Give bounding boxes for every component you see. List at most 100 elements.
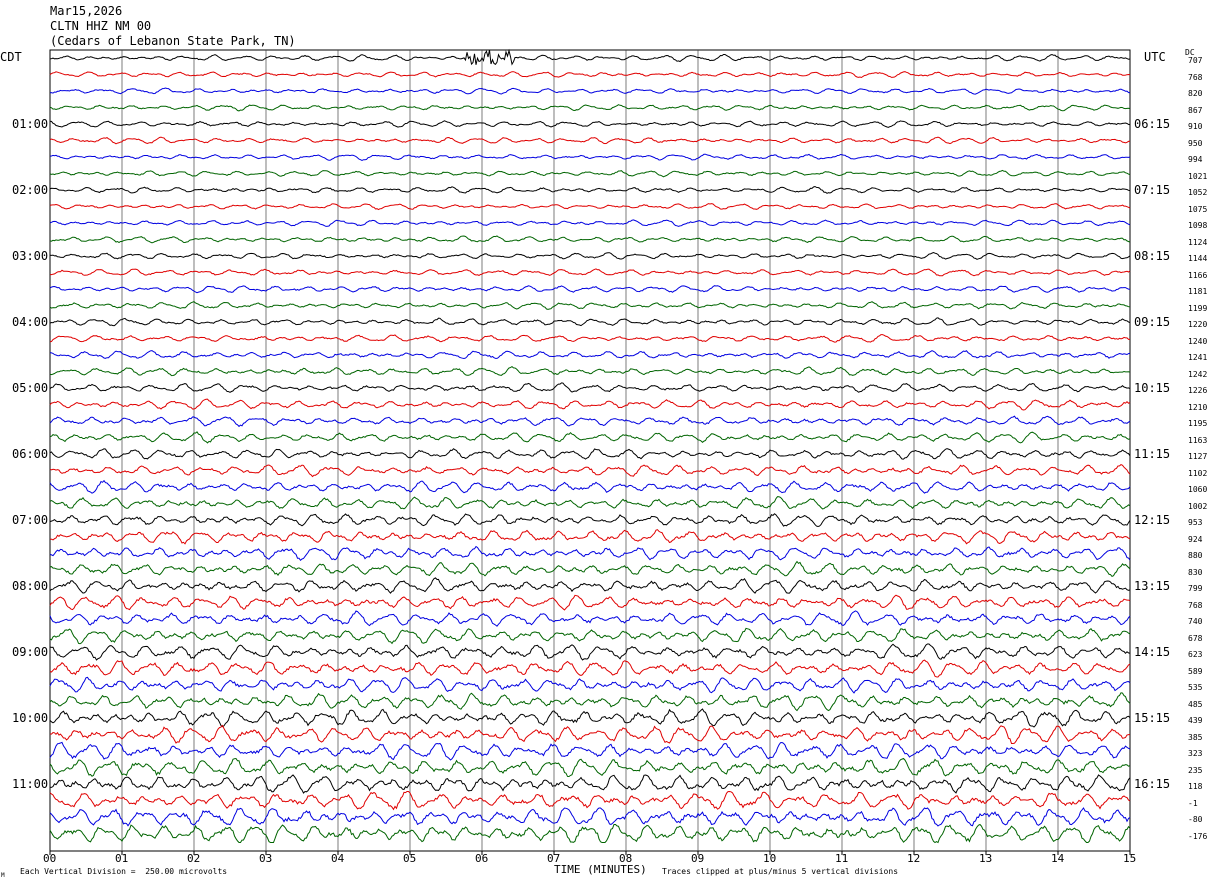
dc-offset-value: 1124 xyxy=(1188,237,1208,247)
cdt-hour-label: 09:00 xyxy=(12,645,49,659)
seismic-trace xyxy=(49,317,1131,327)
x-tick-label: 09 xyxy=(691,852,705,865)
seismic-trace xyxy=(49,464,1131,478)
x-axis-ticks xyxy=(49,851,1131,855)
utc-hour-label: 14:15 xyxy=(1134,645,1171,659)
utc-hour-label: 15:15 xyxy=(1134,711,1171,725)
utc-hour-label: 09:15 xyxy=(1134,315,1171,329)
minute-grid xyxy=(49,49,1131,852)
dc-offset-value: 1166 xyxy=(1188,270,1208,280)
seismic-trace xyxy=(49,627,1131,645)
dc-offset-value: 1075 xyxy=(1188,204,1208,214)
x-tick-label: 14 xyxy=(1051,852,1065,865)
seismic-trace xyxy=(49,431,1131,444)
dc-offset-value: 707 xyxy=(1188,56,1203,65)
cdt-axis-label: CDT xyxy=(0,50,22,64)
cdt-hour-label: 10:00 xyxy=(12,711,49,725)
dc-offset-value: 867 xyxy=(1188,105,1203,115)
dc-offset-value: 1240 xyxy=(1188,336,1208,346)
cdt-hour-label: 05:00 xyxy=(12,381,49,395)
dc-offset-value: 994 xyxy=(1188,155,1203,164)
utc-hour-label: 07:15 xyxy=(1134,183,1171,197)
x-tick-label: 06 xyxy=(475,852,489,865)
seismic-trace xyxy=(49,251,1131,260)
dc-offset-value: 1220 xyxy=(1188,320,1208,329)
dc-offset-value: 1127 xyxy=(1188,452,1208,461)
x-tick-label: 04 xyxy=(331,852,345,865)
seismic-trace xyxy=(49,382,1131,393)
seismic-trace xyxy=(49,219,1131,227)
cdt-hour-label: 06:00 xyxy=(12,447,49,461)
cdt-hour-label: 01:00 xyxy=(12,117,49,131)
dc-offset-value: 1102 xyxy=(1188,468,1208,478)
seismic-trace xyxy=(49,153,1131,161)
seismic-trace xyxy=(50,120,1131,128)
seismic-trace xyxy=(49,823,1131,844)
seismic-trace xyxy=(49,529,1131,545)
dc-offset-value: -1 xyxy=(1188,798,1198,808)
dc-offset-value: 1021 xyxy=(1188,171,1208,181)
dc-offset-value: 623 xyxy=(1188,650,1203,659)
dc-offset-value: 880 xyxy=(1188,551,1203,560)
seismic-trace xyxy=(49,415,1131,428)
x-tick-label: 12 xyxy=(907,852,921,865)
seismic-trace xyxy=(49,676,1131,694)
dc-offset-value: 1144 xyxy=(1188,254,1208,263)
cdt-hour-label: 11:00 xyxy=(12,777,49,791)
scale-note: Each Vertical Division = 250.00 microvol… xyxy=(20,867,228,876)
seismic-trace xyxy=(49,136,1131,145)
utc-hour-label: 11:15 xyxy=(1134,447,1171,461)
utc-hour-label: 06:15 xyxy=(1134,117,1171,131)
utc-hour-label: 16:15 xyxy=(1134,777,1171,791)
seismic-trace xyxy=(49,807,1131,827)
seismic-trace xyxy=(49,169,1131,178)
dc-offset-value: 830 xyxy=(1188,567,1203,577)
x-tick-label: 05 xyxy=(403,852,417,865)
clip-note: Traces clipped at plus/minus 5 vertical … xyxy=(662,867,899,876)
dc-offset-value: 953 xyxy=(1188,518,1203,527)
x-tick-label: 00 xyxy=(43,852,57,865)
dc-offset-value: 589 xyxy=(1188,666,1203,676)
seismic-trace xyxy=(49,334,1130,343)
x-tick-label: 15 xyxy=(1123,852,1137,865)
dc-offset-value: 385 xyxy=(1188,732,1203,742)
seismic-trace xyxy=(49,235,1131,244)
x-tick-label: 11 xyxy=(835,852,849,865)
utc-axis-label: UTC xyxy=(1144,50,1166,64)
seismic-trace xyxy=(49,365,1131,377)
seismic-trace xyxy=(49,724,1130,744)
station-location: (Cedars of Lebanon State Park, TN) xyxy=(50,34,296,48)
dc-offset-value: 1002 xyxy=(1188,501,1208,511)
dc-offset-value: 1181 xyxy=(1188,287,1208,296)
dc-offset-value: 1060 xyxy=(1188,485,1208,494)
dc-offset-value: 1210 xyxy=(1188,402,1208,412)
dc-offset-value: 235 xyxy=(1188,765,1203,775)
dc-offset-value: -80 xyxy=(1188,815,1203,824)
dc-offset-value: 678 xyxy=(1188,633,1203,643)
seismic-trace xyxy=(49,643,1131,661)
dc-offset-value: 799 xyxy=(1188,584,1203,593)
seismic-trace xyxy=(49,48,1131,66)
seismic-trace xyxy=(49,448,1131,460)
station-code: CLTN HHZ NM 00 xyxy=(50,19,152,33)
dc-offset-value: 1098 xyxy=(1188,221,1208,230)
dc-offset-value: 950 xyxy=(1188,138,1203,148)
seismic-trace xyxy=(49,71,1131,79)
x-tick-label: 02 xyxy=(187,852,201,865)
cdt-hour-label: 08:00 xyxy=(12,579,49,593)
seismic-trace xyxy=(49,496,1131,510)
dc-offset-value: 910 xyxy=(1188,122,1203,131)
dc-offset-value: 485 xyxy=(1188,699,1203,709)
cdt-hour-label: 02:00 xyxy=(12,183,49,197)
x-axis-title: TIME (MINUTES) xyxy=(554,863,647,876)
x-tick-label: 07 xyxy=(547,852,561,865)
dc-offset-value: 1241 xyxy=(1188,353,1208,362)
seismic-trace xyxy=(50,268,1131,277)
seismic-trace xyxy=(49,398,1131,411)
seismic-trace xyxy=(49,659,1131,678)
x-tick-label: 03 xyxy=(259,852,273,865)
dc-offset-value: 768 xyxy=(1188,600,1203,610)
dc-offset-value: 323 xyxy=(1188,749,1203,758)
seismic-trace xyxy=(49,741,1131,761)
corner-mark: M xyxy=(1,872,5,879)
